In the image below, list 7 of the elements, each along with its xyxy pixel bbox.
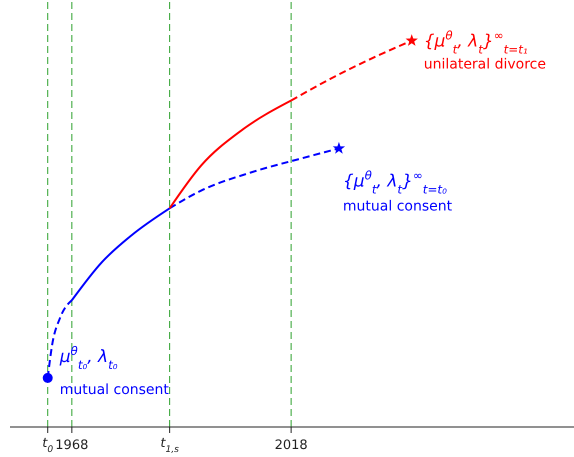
annotation: mutual consent (342, 198, 453, 214)
ref-line-label: t$_{1,s}$ (160, 436, 180, 455)
x-tick-label: 1968 (55, 438, 88, 453)
annotation: unilateral divorce (424, 56, 546, 73)
x-tick-label: 2018 (274, 438, 308, 453)
ref-line-label: t$_{0}$ (42, 436, 54, 455)
annotation: μ$^{θ}$$_{t₀}$, λ$_{t₀}$ (58, 344, 118, 372)
